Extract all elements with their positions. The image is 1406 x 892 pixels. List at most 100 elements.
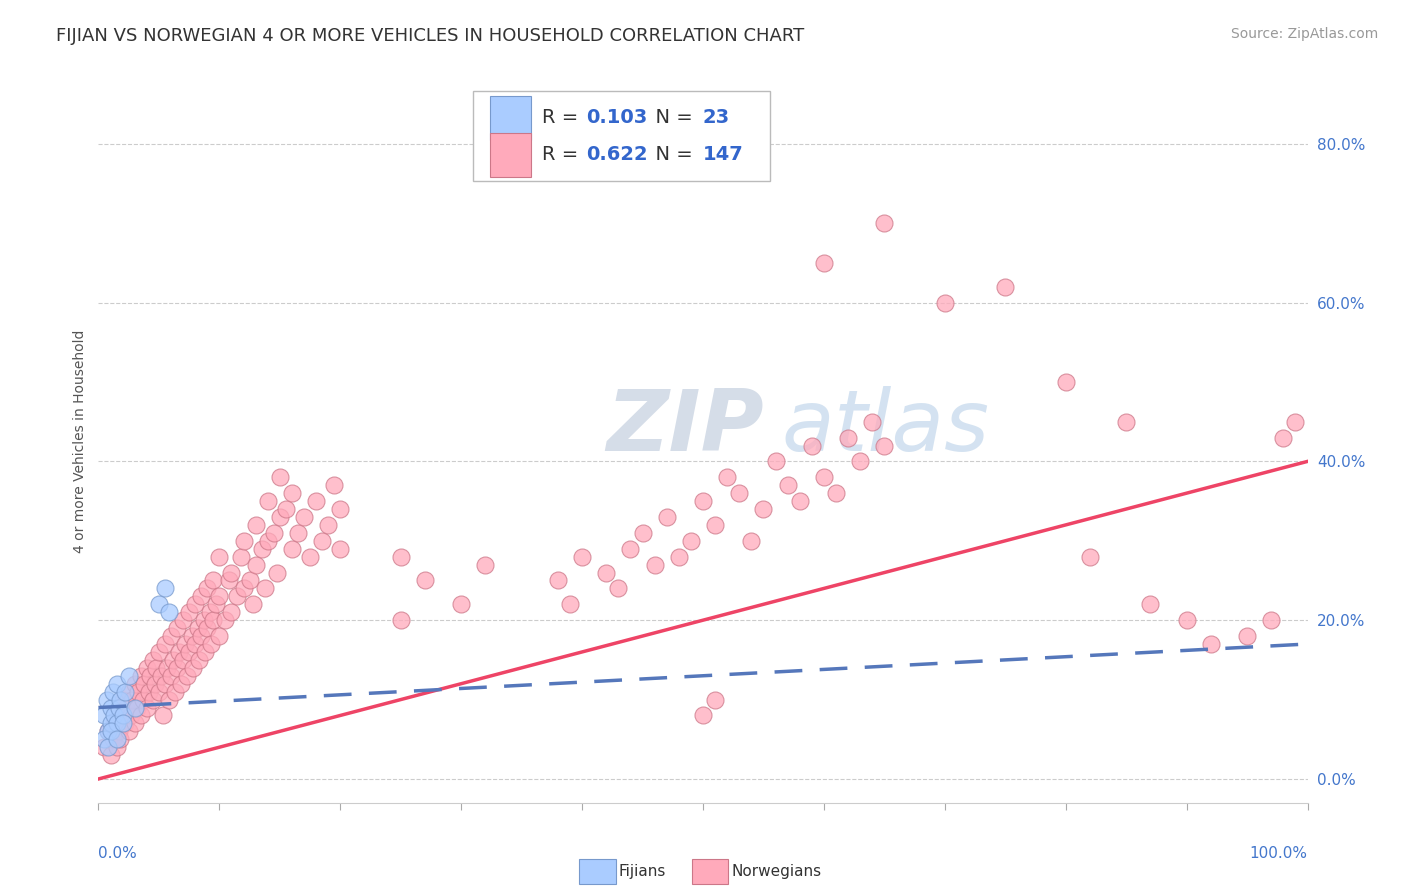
Point: [704, 517, 727, 532]
Point: [305, 494, 328, 508]
Point: [93, 708, 115, 723]
Point: [124, 676, 146, 690]
Point: [214, 613, 236, 627]
Point: [668, 549, 690, 564]
Point: [105, 716, 128, 731]
Point: [232, 533, 254, 548]
Point: [692, 708, 714, 723]
Text: R =: R =: [543, 109, 585, 128]
Point: [118, 684, 141, 698]
Point: [100, 716, 122, 731]
Point: [139, 669, 162, 683]
Text: R =: R =: [543, 145, 585, 164]
Point: [160, 629, 183, 643]
Point: [157, 605, 180, 619]
Point: [860, 415, 883, 429]
Point: [138, 684, 160, 698]
Point: [571, 549, 593, 564]
Point: [156, 661, 179, 675]
Text: atlas: atlas: [782, 385, 990, 468]
Point: [193, 613, 215, 627]
Point: [179, 645, 201, 659]
Y-axis label: 4 or more Vehicles in Household: 4 or more Vehicles in Household: [73, 330, 87, 553]
Point: [166, 661, 188, 675]
Point: [631, 525, 654, 540]
Point: [450, 597, 472, 611]
Point: [329, 502, 352, 516]
Text: Fijians: Fijians: [619, 864, 666, 879]
Point: [129, 669, 152, 683]
Text: N =: N =: [643, 109, 699, 128]
Point: [704, 692, 727, 706]
Point: [607, 582, 630, 596]
Point: [311, 533, 333, 548]
Point: [254, 582, 277, 596]
Point: [825, 486, 848, 500]
Point: [728, 486, 751, 500]
Point: [655, 510, 678, 524]
Point: [103, 708, 125, 723]
Point: [849, 454, 872, 468]
Point: [101, 732, 124, 747]
Point: [100, 748, 122, 763]
Point: [692, 494, 714, 508]
Point: [474, 558, 496, 572]
Point: [108, 732, 131, 747]
Point: [115, 700, 138, 714]
Point: [198, 605, 221, 619]
Point: [142, 653, 165, 667]
Point: [547, 574, 569, 588]
Point: [118, 669, 141, 683]
Point: [245, 558, 267, 572]
Point: [97, 724, 120, 739]
Point: [127, 684, 149, 698]
Point: [96, 692, 118, 706]
Point: [1284, 415, 1306, 429]
Point: [93, 732, 115, 747]
Point: [148, 645, 170, 659]
Point: [118, 724, 141, 739]
Point: [299, 549, 322, 564]
Point: [679, 533, 702, 548]
Point: [179, 605, 201, 619]
Point: [105, 732, 128, 747]
Point: [740, 533, 762, 548]
Point: [184, 637, 207, 651]
Point: [143, 676, 166, 690]
Point: [1115, 415, 1137, 429]
Text: 23: 23: [703, 109, 730, 128]
Point: [263, 525, 285, 540]
Point: [129, 708, 152, 723]
Point: [221, 605, 243, 619]
Point: [124, 716, 146, 731]
Point: [226, 590, 249, 604]
Point: [162, 653, 184, 667]
Point: [204, 597, 226, 611]
Point: [100, 724, 122, 739]
Point: [124, 700, 146, 714]
Point: [1260, 613, 1282, 627]
Point: [97, 740, 120, 755]
Point: [195, 621, 218, 635]
Point: [837, 431, 859, 445]
Text: 0.0%: 0.0%: [98, 847, 138, 861]
Point: [108, 692, 131, 706]
Point: [166, 621, 188, 635]
Point: [232, 582, 254, 596]
Point: [132, 692, 155, 706]
Point: [595, 566, 617, 580]
Point: [160, 669, 183, 683]
Point: [153, 582, 176, 596]
Point: [114, 684, 136, 698]
Point: [281, 541, 304, 556]
Point: [389, 613, 412, 627]
Point: [776, 478, 799, 492]
Point: [269, 470, 291, 484]
Point: [873, 438, 896, 452]
Point: [111, 716, 134, 731]
Point: [994, 279, 1017, 293]
Point: [105, 740, 128, 755]
Point: [1054, 375, 1077, 389]
Point: [111, 692, 134, 706]
Point: [100, 700, 122, 714]
